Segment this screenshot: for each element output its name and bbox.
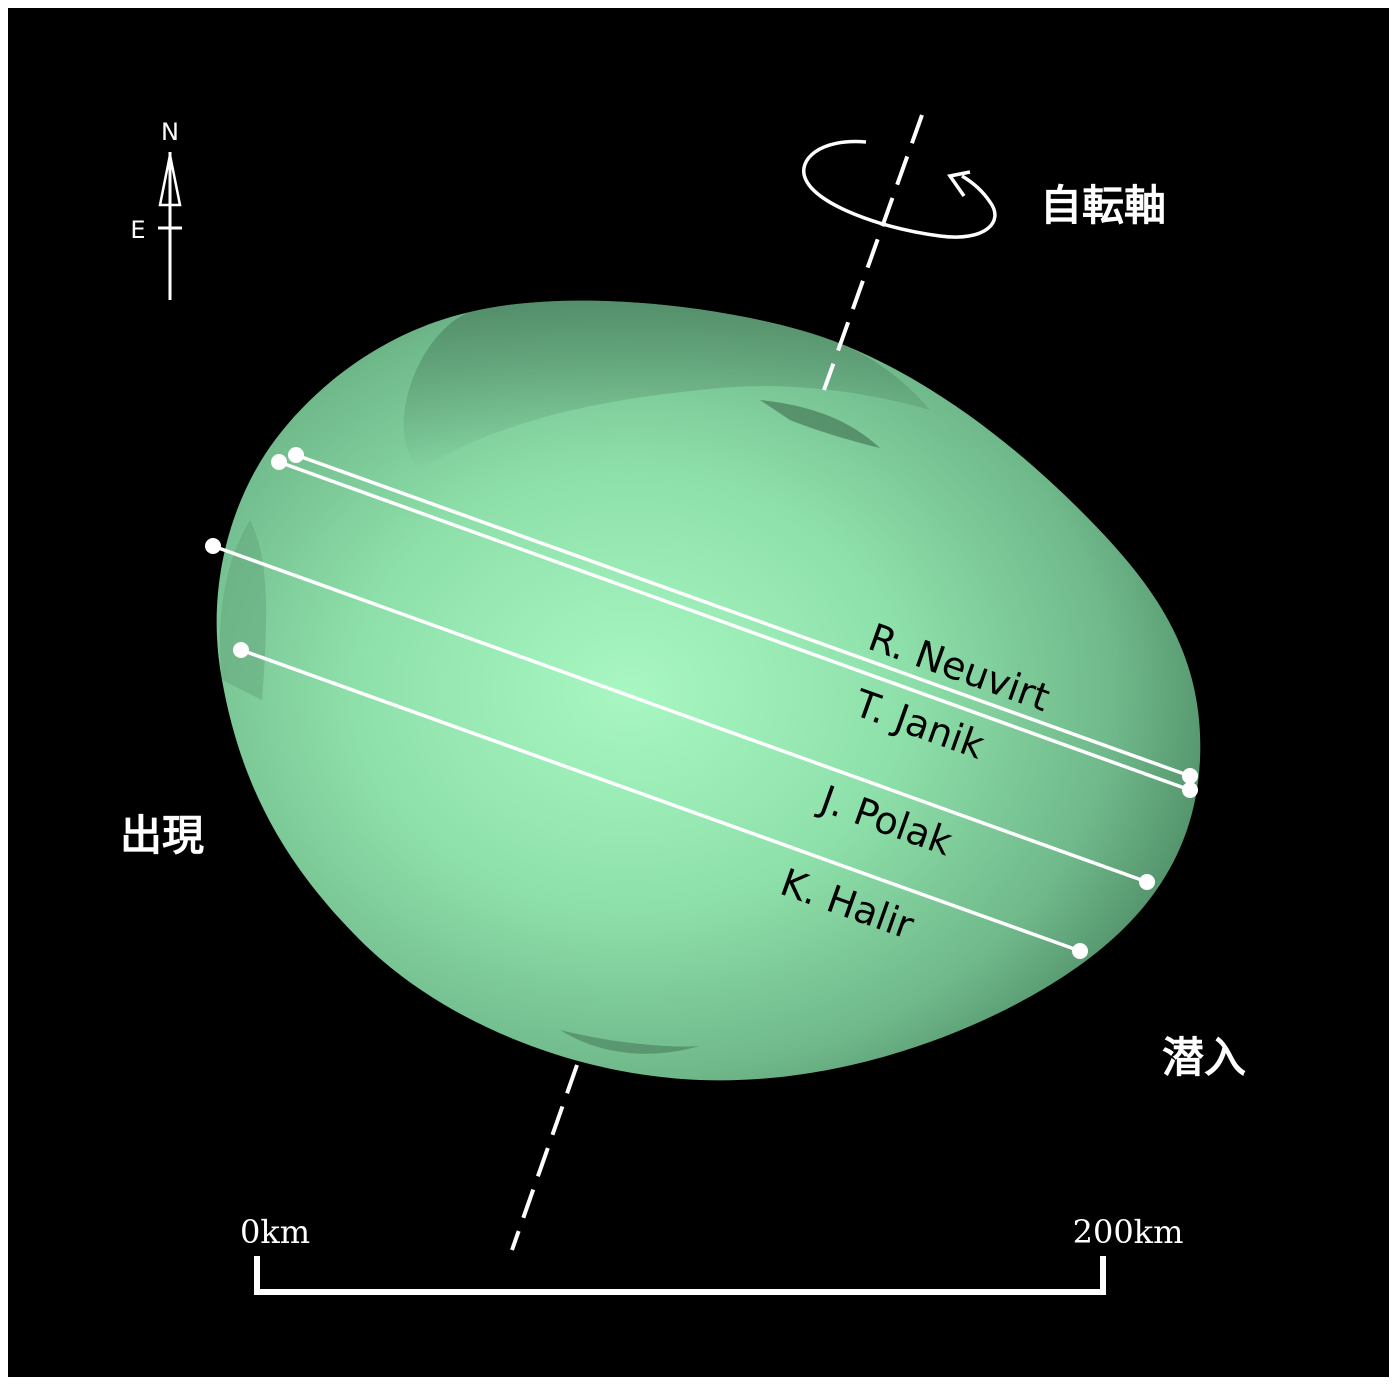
rotation-axis-upper — [822, 114, 924, 391]
chord-halir — [233, 642, 1088, 959]
rotation-axis-label: 自転軸 — [1040, 181, 1166, 230]
asteroid-shape — [216, 300, 1201, 1081]
disappearance-label: 潜入 — [1162, 1033, 1246, 1082]
chord-polak — [205, 538, 1155, 890]
chord-start-point — [271, 454, 287, 470]
chord-line — [278, 460, 1191, 792]
figure-frame: 自転軸 N E — [8, 8, 1389, 1377]
chords — [205, 447, 1198, 959]
chord-end-point — [1182, 782, 1198, 798]
reappearance-label: 出現 — [120, 811, 204, 860]
chord-line — [295, 453, 1191, 778]
rotation-arrowhead-icon — [947, 170, 971, 198]
rotation-axis-lower — [510, 1064, 579, 1251]
asteroid-bottom-facet — [560, 1030, 700, 1054]
chord-line — [240, 648, 1081, 953]
compass-north-label: N — [161, 118, 179, 146]
chord-janik — [271, 454, 1198, 798]
compass-east-label: E — [130, 216, 145, 244]
chord-line — [212, 544, 1148, 884]
scale-bar-start-label: 0km — [240, 1213, 310, 1251]
scale-bar: 0km 200km — [240, 1213, 1184, 1295]
chord-end-point — [1139, 874, 1155, 890]
scale-bar-end-label: 200km — [1073, 1213, 1184, 1251]
compass-north-arrow-icon — [158, 154, 182, 207]
asteroid-ridge — [760, 400, 880, 448]
chord-end-point — [1182, 768, 1198, 784]
chord-start-point — [205, 538, 221, 554]
rotation-arrow-icon — [802, 139, 997, 239]
asteroid-top-shadow — [403, 300, 930, 470]
chord-end-point — [1072, 943, 1088, 959]
rotation-axis: 自転軸 — [510, 114, 1166, 1251]
chord-start-point — [288, 447, 304, 463]
occultation-figure: 自転軸 N E — [120, 114, 1246, 1295]
chord-neuvirt — [288, 447, 1198, 784]
scale-bar-line — [254, 1256, 1106, 1295]
compass: N E — [130, 118, 182, 300]
chord-start-point — [233, 642, 249, 658]
asteroid-body — [216, 300, 1201, 1081]
